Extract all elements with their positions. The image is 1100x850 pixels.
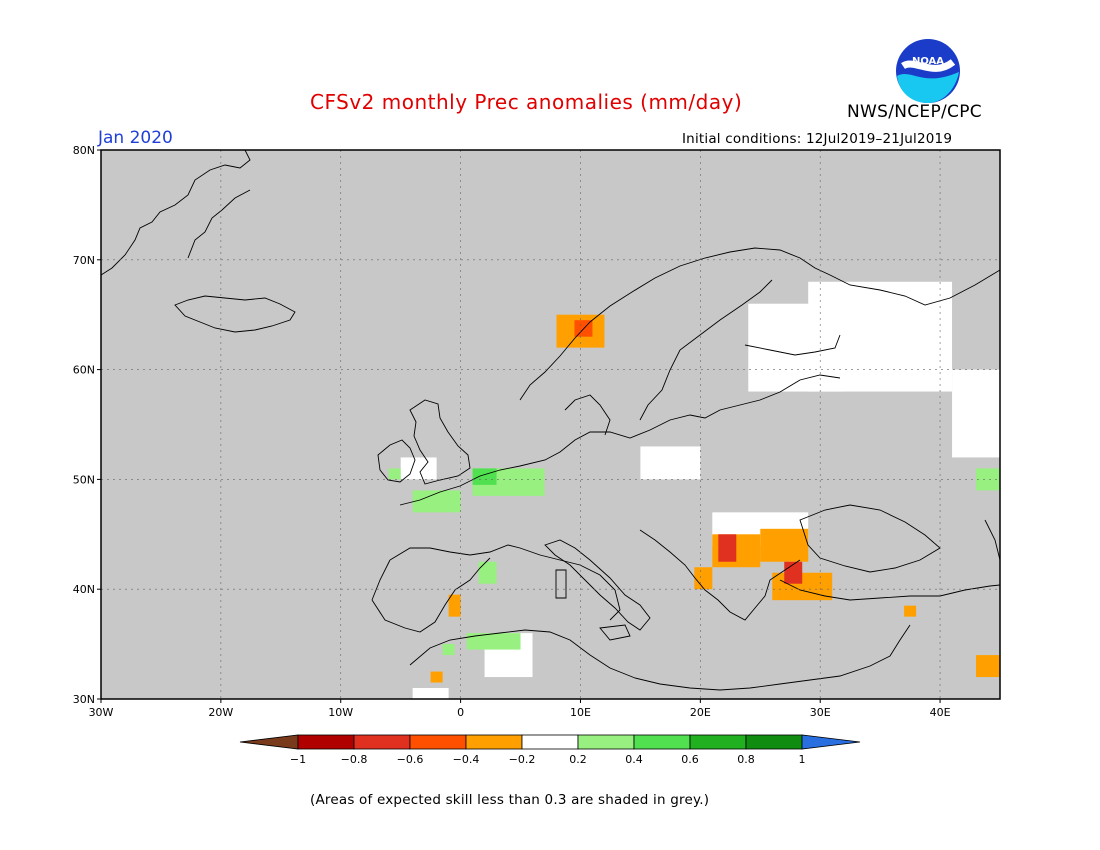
- lat-tick-label: 50N: [73, 473, 95, 486]
- colorbar-label: 1: [799, 753, 806, 766]
- lon-tick-label: 20W: [208, 706, 233, 719]
- colorbar-segment: [297, 734, 355, 750]
- colorbar-label: 0.8: [737, 753, 755, 766]
- map-axes: 30N 40N 50N 60N 70N 80N 30W 20W 10W 0 10E 20E 30E 40E: [73, 144, 951, 719]
- anomaly-region-caucasus: [976, 468, 1000, 491]
- anomaly-region-bulgaria: [760, 528, 809, 562]
- noaa-logo-icon: NOAA: [896, 39, 960, 103]
- colorbar: −1 −0.8 −0.6 −0.4 −0.2 0.2 0.4 0.6 0.8 1: [239, 734, 861, 766]
- colorbar-segment: [689, 734, 747, 750]
- agency-label: NWS/NCEP/CPC: [847, 102, 982, 122]
- colorbar-segment: [521, 734, 579, 750]
- colorbar-low-arrow: [239, 734, 299, 750]
- lon-tick-label: 10W: [328, 706, 353, 719]
- lon-tick-label: 10E: [570, 706, 591, 719]
- colorbar-segment: [633, 734, 691, 750]
- lon-tick-label: 0: [457, 706, 464, 719]
- colorbar-label: 0.4: [625, 753, 643, 766]
- colorbar-segment: [353, 734, 411, 750]
- skill-footnote: (Areas of expected skill less than 0.3 a…: [310, 792, 710, 808]
- anomaly-region-syria: [904, 605, 917, 617]
- unmasked-region-2: [952, 369, 1000, 458]
- colorbar-segment: [577, 734, 635, 750]
- colorbar-label: −0.2: [509, 753, 536, 766]
- graticule: [101, 150, 1000, 699]
- initial-conditions-label: Initial conditions: 12Jul2019–21Jul2019: [682, 131, 953, 147]
- lat-tick-label: 60N: [73, 364, 95, 377]
- unmasked-region-6: [412, 688, 449, 699]
- anomaly-region-spain-south: [442, 644, 455, 656]
- anomaly-region-turkey-west: [772, 572, 833, 601]
- anomaly-shading: [388, 314, 1000, 683]
- unmasked-region-3: [640, 446, 701, 480]
- coastlines: [101, 150, 1000, 691]
- anomaly-region-uk-south: [388, 468, 401, 480]
- anomaly-region-morocco: [430, 671, 443, 683]
- unmasked-region-1: [808, 281, 953, 392]
- colorbar-segment: [745, 734, 803, 750]
- skill-mask-background: [101, 150, 1000, 699]
- colorbar-label: 0.2: [569, 753, 587, 766]
- colorbar-segment: [409, 734, 467, 750]
- lat-tick-label: 30N: [73, 693, 95, 706]
- colorbar-label: 0.6: [681, 753, 699, 766]
- lon-tick-label: 40E: [930, 706, 951, 719]
- anomaly-region-balkans-core: [718, 534, 737, 562]
- lon-tick-label: 30E: [810, 706, 831, 719]
- lat-tick-label: 70N: [73, 254, 95, 267]
- anomaly-region-algeria: [466, 633, 521, 650]
- anomaly-region-france-west: [412, 490, 461, 513]
- colorbar-label: −0.8: [341, 753, 368, 766]
- colorbar-segment: [465, 734, 523, 750]
- map-frame: [100, 149, 1001, 700]
- valid-month-label: Jan 2020: [98, 128, 173, 148]
- anomaly-region-greece: [694, 567, 713, 590]
- noaa-logo-text: NOAA: [912, 56, 944, 67]
- colorbar-label: −0.6: [397, 753, 424, 766]
- anomaly-region-france-core: [472, 468, 497, 485]
- anomaly-region-spain-east: [448, 594, 461, 617]
- lon-tick-label: 30W: [89, 706, 114, 719]
- unmasked-region-7: [400, 457, 437, 480]
- lat-tick-label: 80N: [73, 144, 95, 157]
- colorbar-label: −0.4: [453, 753, 480, 766]
- lon-tick-label: 20E: [690, 706, 711, 719]
- colorbar-high-arrow: [801, 734, 861, 750]
- colorbar-label: −1: [290, 753, 306, 766]
- anomaly-region-mideast: [976, 655, 1000, 678]
- figure-title: CFSv2 monthly Prec anomalies (mm/day): [310, 90, 743, 114]
- anomaly-region-spain-ne: [478, 561, 497, 584]
- lat-tick-label: 40N: [73, 583, 95, 596]
